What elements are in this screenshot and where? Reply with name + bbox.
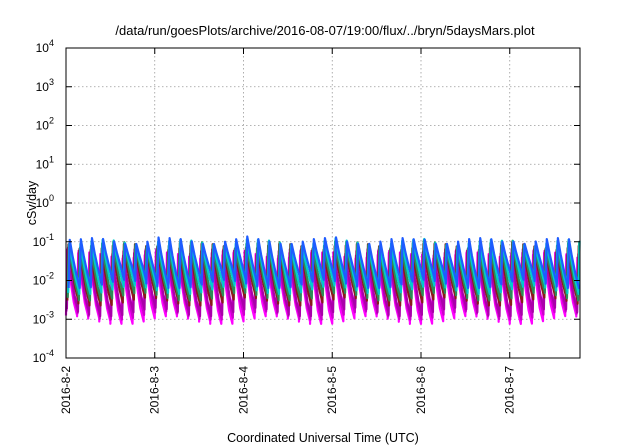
y-tick-label: 100 — [36, 193, 54, 210]
series-line — [65, 246, 580, 318]
y-axis-label: cSv/day — [25, 180, 39, 225]
y-tick-label: 10-4 — [33, 348, 54, 365]
y-tick-label: 104 — [36, 38, 54, 55]
y-tick-label: 101 — [36, 154, 54, 171]
x-tick-label: 2016-8-6 — [414, 366, 428, 414]
x-axis-label: Coordinated Universal Time (UTC) — [227, 431, 419, 445]
x-tick-label: 2016-8-3 — [148, 366, 162, 414]
x-tick-label: 2016-8-4 — [236, 366, 250, 414]
series-line — [67, 235, 581, 290]
y-tick-label: 102 — [36, 116, 54, 133]
y-tick-labels: 10-4 10-3 10-2 10-1 100 101 102 103 104 — [33, 38, 54, 365]
axis-ticks — [65, 47, 580, 359]
y-tick-label: 10-2 — [33, 271, 54, 288]
y-tick-label: 103 — [36, 77, 54, 94]
chart-title: /data/run/goesPlots/archive/2016-08-07/1… — [115, 23, 535, 38]
x-tick-label: 2016-8-5 — [325, 366, 339, 414]
x-tick-label: 2016-8-2 — [59, 366, 73, 414]
series-lines — [64, 235, 581, 325]
x-tick-label: 2016-8-7 — [503, 366, 517, 414]
y-tick-label: 10-1 — [33, 232, 54, 249]
y-tick-label: 10-3 — [33, 309, 54, 326]
x-tick-labels: 2016-8-2 2016-8-3 2016-8-4 2016-8-5 2016-8-6… — [59, 366, 517, 414]
